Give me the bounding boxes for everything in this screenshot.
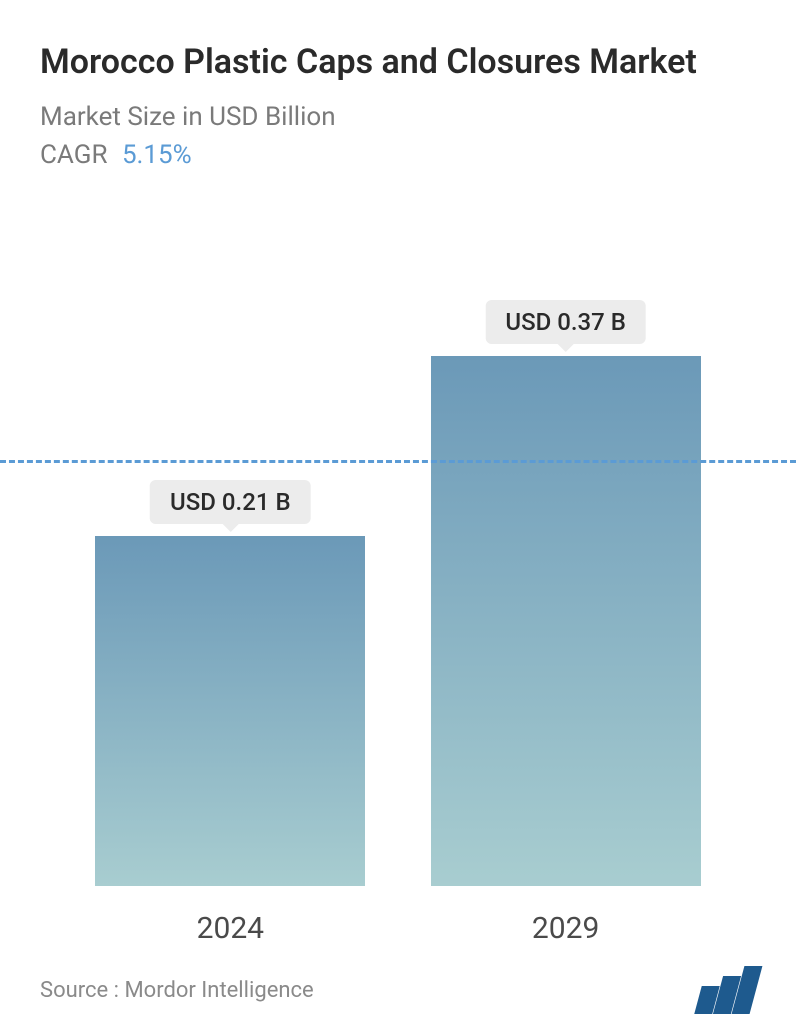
chart-container: Morocco Plastic Caps and Closures Market… xyxy=(0,0,796,1034)
cagr-label: CAGR xyxy=(40,140,107,170)
source-label: Source : xyxy=(40,978,119,1003)
bar-label-2024: USD 0.21 B xyxy=(150,480,311,524)
chart-title: Morocco Plastic Caps and Closures Market xyxy=(40,40,756,84)
source-value: Mordor Intelligence xyxy=(124,978,313,1003)
bar-label-2029: USD 0.37 B xyxy=(485,300,646,344)
chart-subtitle: Market Size in USD Billion xyxy=(40,102,756,132)
x-axis-labels: 2024 2029 xyxy=(0,911,796,946)
bar-group-2029: USD 0.37 B xyxy=(431,356,701,886)
cagr-row: CAGR 5.15% xyxy=(40,140,756,170)
bar-2024: USD 0.21 B xyxy=(95,536,365,886)
bar-group-2024: USD 0.21 B xyxy=(95,536,365,886)
x-label-2024: 2024 xyxy=(95,911,365,946)
chart-area: USD 0.21 B USD 0.37 B 2024 2029 xyxy=(40,210,756,946)
source-text: Source : Mordor Intelligence xyxy=(40,978,314,1003)
cagr-value: 5.15% xyxy=(122,140,192,170)
reference-line xyxy=(0,460,796,463)
chart-footer: Source : Mordor Intelligence xyxy=(40,956,756,1014)
bar-2029: USD 0.37 B xyxy=(431,356,701,886)
x-label-2029: 2029 xyxy=(431,911,701,946)
mordor-logo-icon xyxy=(698,966,756,1014)
bars-wrapper: USD 0.21 B USD 0.37 B xyxy=(0,280,796,886)
